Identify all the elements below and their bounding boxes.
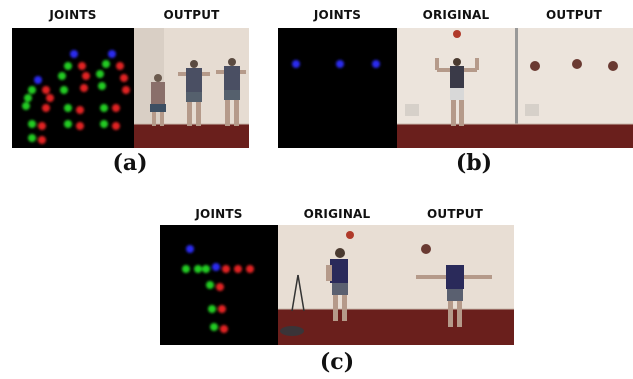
output-frame-a: [134, 28, 249, 148]
joints-map-c: [160, 225, 278, 345]
person-figure: [216, 58, 246, 126]
header-c-joints: JOINTS: [195, 207, 243, 221]
caption-b: (b): [455, 150, 493, 176]
person-figure: [178, 60, 210, 126]
header-b-original: ORIGINAL: [422, 8, 490, 22]
caption-a: (a): [112, 150, 148, 176]
person-figure: [326, 248, 348, 321]
original-frame-b: [397, 28, 515, 148]
header-c-original: ORIGINAL: [303, 207, 371, 221]
header-c-output: OUTPUT: [426, 207, 484, 221]
header-b-output: OUTPUT: [545, 8, 603, 22]
output-frame-b: [515, 28, 633, 148]
header-a-output: OUTPUT: [163, 8, 220, 22]
joints-map-a: [12, 28, 134, 148]
person-figure: [435, 58, 479, 126]
original-frame-c: [278, 225, 396, 345]
joints-map-b: [278, 28, 397, 148]
header-a-joints: JOINTS: [49, 8, 97, 22]
person-figure: [416, 265, 492, 327]
caption-c: (c): [319, 349, 355, 375]
person-figure: [150, 74, 166, 126]
header-b-joints: JOINTS: [313, 8, 362, 22]
output-frame-c: [396, 225, 514, 345]
